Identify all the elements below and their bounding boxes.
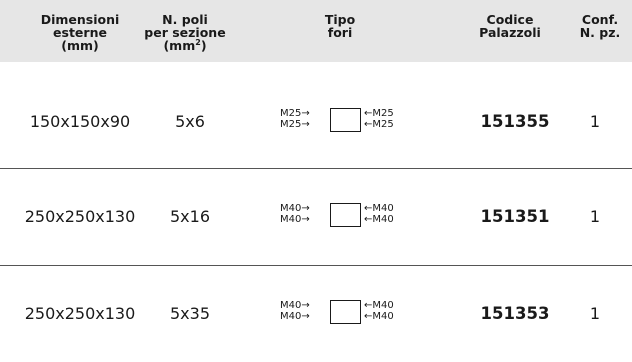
header-code-line-2: Palazzoli [479, 25, 541, 40]
header-pack-line-2: N. pz. [579, 25, 621, 40]
header-poles-exponent: 2 [195, 37, 201, 47]
header-poles-line-2: per sezione [144, 25, 226, 40]
header-code: Codice Palazzoli [465, 13, 555, 39]
row-divider [0, 168, 632, 169]
cell-poles: 5x16 [169, 206, 210, 226]
enclosure-box-shape [330, 203, 361, 227]
hole-label-right-top: ←M40 [364, 300, 394, 311]
header-dimensions-line-2: esterne [53, 25, 107, 40]
header-holes-line-2: fori [327, 25, 353, 40]
hole-label-left-bottom: M25→ [280, 119, 310, 130]
header-poles: N. poli per sezione (mm2) [130, 13, 240, 52]
cell-dimensions: 150x150x90 [29, 111, 131, 131]
holes-diagram: M25→ M25→ ←M25 ←M25 [280, 103, 410, 139]
hole-label-right-bottom: ←M40 [364, 214, 394, 225]
cell-holes: M40→ M40→ ←M40 ←M40 [280, 264, 410, 362]
header-holes-line-1: Tipo [324, 12, 356, 27]
header-pack: Conf. N. pz. [568, 13, 632, 39]
header-poles-unit: (mm [163, 38, 196, 53]
cell-dimensions: 250x250x130 [24, 206, 136, 226]
header-code-line-1: Codice [486, 12, 534, 27]
header-dimensions: Dimensioni esterne (mm) [30, 13, 130, 52]
cell-poles: 5x6 [175, 111, 205, 131]
cell-holes: M25→ M25→ ←M25 ←M25 [280, 72, 410, 170]
row-divider [0, 265, 632, 266]
table-row: 150x150x90 5x6 M25→ M25→ ←M25 ←M25 15135… [0, 72, 632, 170]
holes-diagram: M40→ M40→ ←M40 ←M40 [280, 198, 410, 234]
cell-pack: 1 [589, 206, 601, 226]
header-dimensions-line-3: (mm) [61, 38, 99, 53]
enclosure-box-shape [330, 300, 361, 324]
enclosure-box-shape [330, 108, 361, 132]
cell-poles: 5x35 [169, 303, 210, 323]
cell-pack: 1 [589, 303, 601, 323]
hole-label-right-top: ←M40 [364, 203, 394, 214]
cell-code: 151355 [480, 111, 550, 131]
hole-label-left-top: M40→ [280, 300, 310, 311]
table-header: Dimensioni esterne (mm) N. poli per sezi… [0, 0, 632, 62]
hole-label-left-top: M40→ [280, 203, 310, 214]
hole-label-left-bottom: M40→ [280, 214, 310, 225]
cell-holes: M40→ M40→ ←M40 ←M40 [280, 167, 410, 265]
cell-code: 151353 [480, 303, 550, 323]
cell-pack: 1 [589, 111, 601, 131]
hole-label-left-bottom: M40→ [280, 311, 310, 322]
hole-label-right-bottom: ←M40 [364, 311, 394, 322]
cell-dimensions: 250x250x130 [24, 303, 136, 323]
holes-diagram: M40→ M40→ ←M40 ←M40 [280, 295, 410, 331]
header-dimensions-line-1: Dimensioni [40, 12, 120, 27]
header-pack-line-1: Conf. [581, 12, 619, 27]
cell-code: 151351 [480, 206, 550, 226]
hole-label-left-top: M25→ [280, 108, 310, 119]
header-poles-line-3: (mm2) [130, 37, 240, 53]
header-poles-line-1: N. poli [162, 12, 208, 27]
header-holes: Tipo fori [290, 13, 390, 39]
header-poles-unit-close: ) [200, 38, 207, 53]
hole-label-right-bottom: ←M25 [364, 119, 394, 130]
hole-label-right-top: ←M25 [364, 108, 394, 119]
table-row: 250x250x130 5x35 M40→ M40→ ←M40 ←M40 151… [0, 264, 632, 362]
table-row: 250x250x130 5x16 M40→ M40→ ←M40 ←M40 151… [0, 167, 632, 265]
